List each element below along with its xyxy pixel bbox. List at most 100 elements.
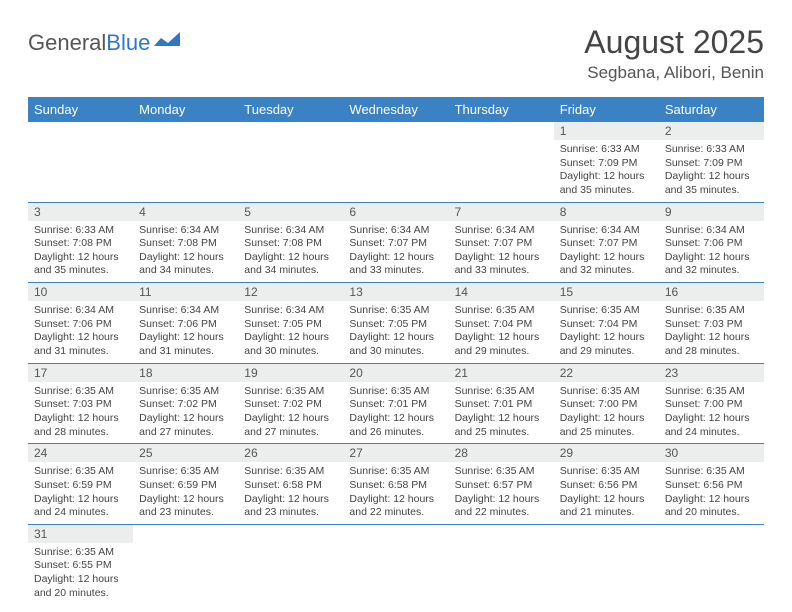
day-details: Sunrise: 6:35 AMSunset: 7:05 PMDaylight:…	[343, 301, 448, 363]
day-details: Sunrise: 6:35 AMSunset: 7:01 PMDaylight:…	[449, 382, 554, 444]
day-detail-line: Daylight: 12 hours	[560, 331, 653, 345]
day-detail-line: and 35 minutes.	[665, 184, 758, 198]
day-detail-line: Sunrise: 6:34 AM	[455, 224, 548, 238]
day-detail-line: Daylight: 12 hours	[139, 331, 232, 345]
day-details: Sunrise: 6:33 AMSunset: 7:08 PMDaylight:…	[28, 221, 133, 283]
calendar-cell	[659, 524, 764, 604]
day-number: 4	[133, 203, 238, 221]
day-detail-line: Daylight: 12 hours	[244, 251, 337, 265]
day-details: Sunrise: 6:34 AMSunset: 7:06 PMDaylight:…	[133, 301, 238, 363]
day-details: Sunrise: 6:35 AMSunset: 7:00 PMDaylight:…	[659, 382, 764, 444]
day-details: Sunrise: 6:35 AMSunset: 6:55 PMDaylight:…	[28, 543, 133, 605]
day-detail-line: Daylight: 12 hours	[665, 251, 758, 265]
calendar-row: 31Sunrise: 6:35 AMSunset: 6:55 PMDayligh…	[28, 524, 764, 604]
day-detail-line: Sunrise: 6:35 AM	[349, 304, 442, 318]
day-detail-line: and 34 minutes.	[139, 264, 232, 278]
calendar-cell: 17Sunrise: 6:35 AMSunset: 7:03 PMDayligh…	[28, 363, 133, 444]
calendar-cell: 3Sunrise: 6:33 AMSunset: 7:08 PMDaylight…	[28, 202, 133, 283]
calendar-cell	[238, 524, 343, 604]
day-detail-line: Daylight: 12 hours	[139, 251, 232, 265]
day-number: 30	[659, 444, 764, 462]
day-detail-line: Sunset: 7:02 PM	[244, 398, 337, 412]
day-number: 17	[28, 364, 133, 382]
calendar-cell: 5Sunrise: 6:34 AMSunset: 7:08 PMDaylight…	[238, 202, 343, 283]
day-detail-line: Sunset: 7:07 PM	[560, 237, 653, 251]
calendar-cell	[343, 122, 448, 202]
day-number: 5	[238, 203, 343, 221]
day-detail-line: Sunset: 7:08 PM	[244, 237, 337, 251]
day-details: Sunrise: 6:35 AMSunset: 6:59 PMDaylight:…	[28, 462, 133, 524]
day-details: Sunrise: 6:35 AMSunset: 7:03 PMDaylight:…	[659, 301, 764, 363]
calendar-cell: 20Sunrise: 6:35 AMSunset: 7:01 PMDayligh…	[343, 363, 448, 444]
calendar-cell: 11Sunrise: 6:34 AMSunset: 7:06 PMDayligh…	[133, 283, 238, 364]
calendar-cell: 31Sunrise: 6:35 AMSunset: 6:55 PMDayligh…	[28, 524, 133, 604]
day-detail-line: Daylight: 12 hours	[665, 412, 758, 426]
day-number: 9	[659, 203, 764, 221]
day-detail-line: Daylight: 12 hours	[455, 493, 548, 507]
day-detail-line: Sunrise: 6:33 AM	[665, 143, 758, 157]
calendar-cell: 7Sunrise: 6:34 AMSunset: 7:07 PMDaylight…	[449, 202, 554, 283]
page-title: August 2025	[584, 24, 764, 61]
calendar-cell	[343, 524, 448, 604]
day-detail-line: and 23 minutes.	[244, 506, 337, 520]
day-detail-line: Sunrise: 6:34 AM	[665, 224, 758, 238]
day-detail-line: Sunset: 6:59 PM	[34, 479, 127, 493]
weekday-header: Thursday	[449, 97, 554, 122]
day-number: 24	[28, 444, 133, 462]
day-details: Sunrise: 6:33 AMSunset: 7:09 PMDaylight:…	[554, 140, 659, 202]
calendar-cell	[133, 524, 238, 604]
day-detail-line: Daylight: 12 hours	[349, 331, 442, 345]
day-detail-line: Sunset: 7:06 PM	[665, 237, 758, 251]
day-detail-line: Sunset: 6:57 PM	[455, 479, 548, 493]
day-detail-line: Sunset: 6:56 PM	[665, 479, 758, 493]
day-detail-line: and 23 minutes.	[139, 506, 232, 520]
day-number: 20	[343, 364, 448, 382]
calendar-cell: 21Sunrise: 6:35 AMSunset: 7:01 PMDayligh…	[449, 363, 554, 444]
day-detail-line: Sunrise: 6:35 AM	[560, 465, 653, 479]
day-detail-line: Sunrise: 6:35 AM	[139, 385, 232, 399]
day-detail-line: Sunset: 7:03 PM	[665, 318, 758, 332]
day-detail-line: Sunrise: 6:35 AM	[34, 385, 127, 399]
day-details: Sunrise: 6:33 AMSunset: 7:09 PMDaylight:…	[659, 140, 764, 202]
day-details: Sunrise: 6:35 AMSunset: 7:04 PMDaylight:…	[449, 301, 554, 363]
day-details: Sunrise: 6:35 AMSunset: 7:00 PMDaylight:…	[554, 382, 659, 444]
day-detail-line: and 29 minutes.	[560, 345, 653, 359]
day-detail-line: Daylight: 12 hours	[665, 331, 758, 345]
day-detail-line: Daylight: 12 hours	[455, 412, 548, 426]
day-detail-line: Sunrise: 6:35 AM	[560, 385, 653, 399]
day-details: Sunrise: 6:35 AMSunset: 6:57 PMDaylight:…	[449, 462, 554, 524]
calendar-cell: 28Sunrise: 6:35 AMSunset: 6:57 PMDayligh…	[449, 444, 554, 525]
day-details: Sunrise: 6:35 AMSunset: 7:02 PMDaylight:…	[238, 382, 343, 444]
day-detail-line: Daylight: 12 hours	[349, 493, 442, 507]
day-detail-line: Daylight: 12 hours	[139, 412, 232, 426]
day-detail-line: Sunrise: 6:34 AM	[139, 224, 232, 238]
day-number: 23	[659, 364, 764, 382]
day-detail-line: Sunset: 6:59 PM	[139, 479, 232, 493]
day-details: Sunrise: 6:35 AMSunset: 6:56 PMDaylight:…	[554, 462, 659, 524]
calendar-cell: 23Sunrise: 6:35 AMSunset: 7:00 PMDayligh…	[659, 363, 764, 444]
day-detail-line: and 32 minutes.	[665, 264, 758, 278]
calendar-cell: 1Sunrise: 6:33 AMSunset: 7:09 PMDaylight…	[554, 122, 659, 202]
day-detail-line: Sunset: 7:03 PM	[34, 398, 127, 412]
weekday-header: Sunday	[28, 97, 133, 122]
day-detail-line: Sunrise: 6:35 AM	[665, 385, 758, 399]
day-detail-line: Sunrise: 6:35 AM	[455, 304, 548, 318]
day-detail-line: and 27 minutes.	[139, 426, 232, 440]
calendar-cell: 27Sunrise: 6:35 AMSunset: 6:58 PMDayligh…	[343, 444, 448, 525]
weekday-header: Saturday	[659, 97, 764, 122]
calendar-row: 10Sunrise: 6:34 AMSunset: 7:06 PMDayligh…	[28, 283, 764, 364]
day-details: Sunrise: 6:34 AMSunset: 7:06 PMDaylight:…	[659, 221, 764, 283]
day-detail-line: Sunset: 7:06 PM	[139, 318, 232, 332]
day-number: 29	[554, 444, 659, 462]
day-detail-line: Daylight: 12 hours	[455, 251, 548, 265]
logo-text-1: General	[28, 30, 106, 56]
day-detail-line: and 24 minutes.	[665, 426, 758, 440]
day-detail-line: and 28 minutes.	[665, 345, 758, 359]
day-detail-line: Sunset: 6:58 PM	[244, 479, 337, 493]
day-detail-line: and 28 minutes.	[34, 426, 127, 440]
calendar-row: 1Sunrise: 6:33 AMSunset: 7:09 PMDaylight…	[28, 122, 764, 202]
day-detail-line: Sunrise: 6:35 AM	[455, 465, 548, 479]
day-detail-line: Sunrise: 6:35 AM	[455, 385, 548, 399]
calendar-cell: 10Sunrise: 6:34 AMSunset: 7:06 PMDayligh…	[28, 283, 133, 364]
calendar-cell	[28, 122, 133, 202]
